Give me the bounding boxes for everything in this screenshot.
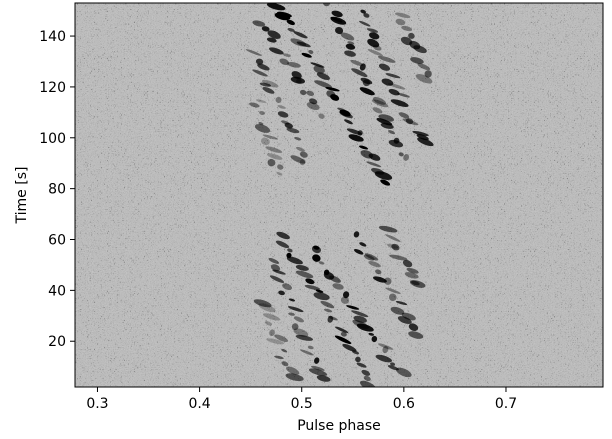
y-tick-label: 40 <box>48 283 66 299</box>
y-tick-label: 120 <box>39 80 66 96</box>
x-axis: 0.3 0.4 0.5 0.6 0.7 <box>86 387 517 412</box>
y-axis-label: Time [s] <box>14 167 30 225</box>
heatmap-noise-overlay <box>75 3 603 387</box>
x-tick-label: 0.4 <box>188 396 210 412</box>
x-tick-label: 0.3 <box>86 396 108 412</box>
x-axis-label: Pulse phase <box>297 418 381 434</box>
plot-area <box>75 3 603 387</box>
y-tick-label: 100 <box>39 131 66 147</box>
y-tick-label: 80 <box>48 182 66 198</box>
y-axis: 20 40 60 80 100 120 140 <box>39 29 75 350</box>
x-tick-label: 0.7 <box>495 396 517 412</box>
y-tick-label: 20 <box>48 334 66 350</box>
plot-frame <box>74 2 604 388</box>
y-tick-label: 60 <box>48 233 66 249</box>
x-tick-label: 0.5 <box>291 396 313 412</box>
y-tick-label: 140 <box>39 29 66 45</box>
x-tick-label: 0.6 <box>393 396 415 412</box>
